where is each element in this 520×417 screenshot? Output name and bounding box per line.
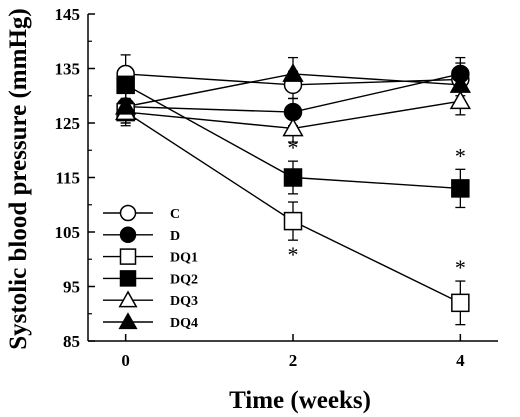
x-tick-label: 0 [121,351,130,370]
significance-star: * [455,255,466,280]
legend-label: C [170,207,180,222]
data-point-dq2 [116,75,135,95]
legend-item-dq3: DQ3 [103,290,198,309]
legend-marker [119,248,137,265]
x-axis-title: Time (weeks) [229,387,371,414]
legend-marker [119,270,137,287]
y-tick-label: 85 [63,332,80,351]
data-markers [115,63,471,313]
legend-item-dq1: DQ1 [103,248,198,266]
data-point-dq3 [449,90,471,110]
data-point-dq2 [451,179,470,198]
legend-item-dq4: DQ4 [103,312,198,331]
legend-item-d: D [103,226,180,244]
legend-label: DQ3 [170,294,198,309]
x-tick-label: 2 [289,351,298,370]
legend-marker [119,226,137,244]
legend-label: DQ1 [170,251,198,266]
data-point-dq1 [283,211,303,231]
data-point-dq4 [282,63,304,82]
y-tick-label: 95 [63,278,80,297]
legend-marker [119,204,137,222]
y-tick-label: 145 [55,5,81,24]
legend-item-c: C [103,204,180,222]
data-point-dq1 [451,293,470,313]
significance-star: * [288,135,299,160]
legend-marker [118,312,138,330]
series-layer: * * * * [115,54,471,326]
data-point-dq2 [283,168,303,187]
axes: 85 95 105 115 125 135 145 0 2 4 [55,5,498,370]
y-axis-title: Systolic blood pressure (mmHg) [5,8,32,349]
legend-label: DQ2 [170,272,198,287]
y-tick-label: 115 [55,169,80,188]
data-point-dq4 [115,95,137,115]
significance-markers: * * * * [288,135,466,280]
significance-star: * [288,242,299,267]
x-tick-label: 4 [456,351,465,370]
legend-marker [118,290,138,308]
y-tick-label: 135 [55,60,81,79]
legend-label: D [170,229,180,244]
legend-item-dq2: DQ2 [103,270,198,287]
data-point-dq4 [449,73,471,93]
significance-star: * [455,143,466,168]
legend-label: DQ4 [170,316,198,331]
y-tick-label: 125 [55,114,81,133]
legend: CD DQ1 DQ2 DQ3 DQ4 [103,204,198,331]
data-point-dq3 [282,117,304,137]
y-tick-label: 105 [55,223,81,242]
